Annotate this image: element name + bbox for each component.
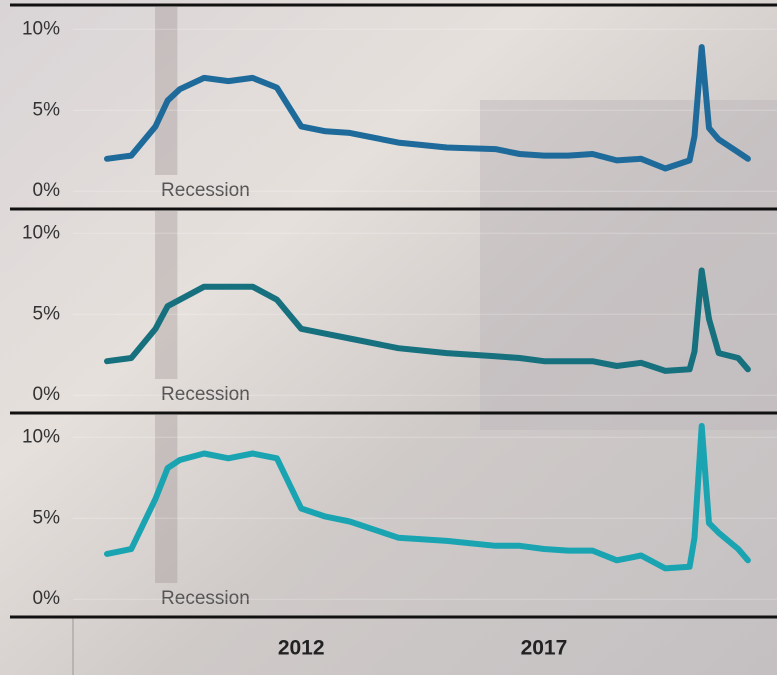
y-tick-label: 5% [33,507,61,528]
data-line [104,44,751,172]
annotation: Recession [161,588,250,609]
recession-band [155,415,178,583]
y-tick-label: 0% [33,384,61,405]
y-tick-label: 5% [33,99,61,120]
recession-band [155,7,178,175]
x-tick-label: 2012 [278,637,325,660]
recession-band [155,211,178,379]
y-tick-label: 10% [22,18,60,39]
x-tick-label: 2017 [521,637,568,660]
data-line [104,423,751,572]
annotation: Recession [161,384,250,405]
annotation: Recession [161,180,250,201]
y-tick-label: 10% [22,426,60,447]
y-tick-label: 0% [33,588,61,609]
y-tick-label: 10% [22,222,60,243]
y-tick-label: 0% [33,180,61,201]
data-line [104,267,751,374]
y-tick-label: 5% [33,303,61,324]
